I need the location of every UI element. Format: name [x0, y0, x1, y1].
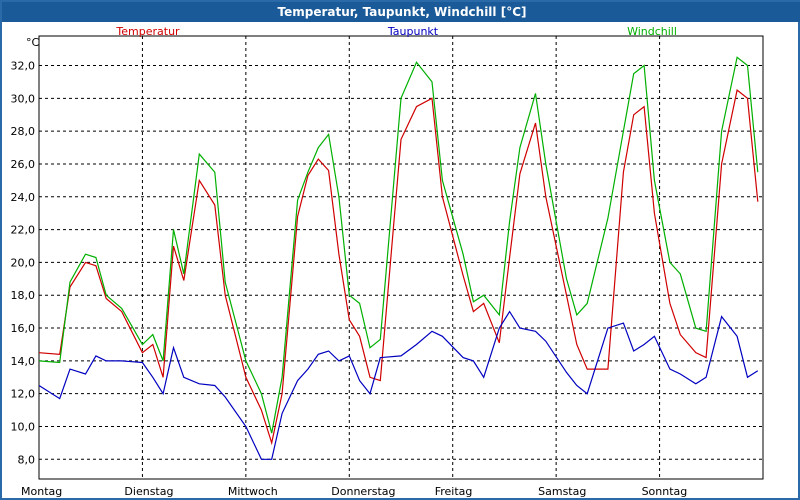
x-day-label: Mittwoch: [228, 485, 278, 498]
y-tick-label: 20,0: [11, 256, 36, 269]
gridlines: [39, 36, 763, 479]
title-bar: Temperatur, Taupunkt, Windchill [°C]: [2, 2, 800, 22]
y-tick-label: 22,0: [11, 224, 36, 237]
y-tick-label: 14,0: [11, 355, 36, 368]
y-tick-label: 10,0: [11, 420, 36, 433]
series-line-temperatur: [38, 89, 759, 446]
plot-frame: [38, 35, 764, 480]
legend-taupunkt: Taupunkt: [387, 25, 439, 38]
y-tick-label: 16,0: [11, 322, 36, 335]
x-day-label: Dienstag: [124, 485, 173, 498]
y-tick-label: 32,0: [11, 60, 36, 73]
y-tick-label: 26,0: [11, 158, 36, 171]
legend-windchill: Windchill: [627, 25, 677, 38]
y-tick-labels: 8,0 10,0 12,0 14,0 16,0 18,0 20,0 22,0 24,0 26,0 2…: [11, 60, 36, 467]
chart-svg: °C 8,0 10,0 12,0 14,0 16,0 18,0 20,0 22,0 24,0 26…: [11, 25, 764, 498]
y-tick-label: 18,0: [11, 289, 36, 302]
x-day-label: Sonntag: [642, 485, 688, 498]
series-lines: [38, 56, 759, 460]
x-tick-labels: Montag05.09.16Dienstag06.09.16Mittwoch07…: [21, 485, 688, 498]
series-line-windchill: [38, 56, 759, 434]
x-day-label: Donnerstag: [331, 485, 395, 498]
y-unit-label: °C: [26, 36, 40, 49]
legend: Temperatur Taupunkt Windchill: [115, 25, 677, 38]
y-tick-label: 8,0: [18, 453, 36, 466]
x-day-label: Montag: [21, 485, 62, 498]
window-title: Temperatur, Taupunkt, Windchill [°C]: [277, 5, 527, 19]
y-tick-label: 28,0: [11, 125, 36, 138]
y-tick-label: 12,0: [11, 388, 36, 401]
x-day-label: Freitag: [435, 485, 473, 498]
series-line-taupunkt: [38, 310, 759, 460]
y-tick-label: 30,0: [11, 92, 36, 105]
x-day-label: Samstag: [538, 485, 586, 498]
y-tick-label: 24,0: [11, 191, 36, 204]
legend-temperatur: Temperatur: [115, 25, 180, 38]
